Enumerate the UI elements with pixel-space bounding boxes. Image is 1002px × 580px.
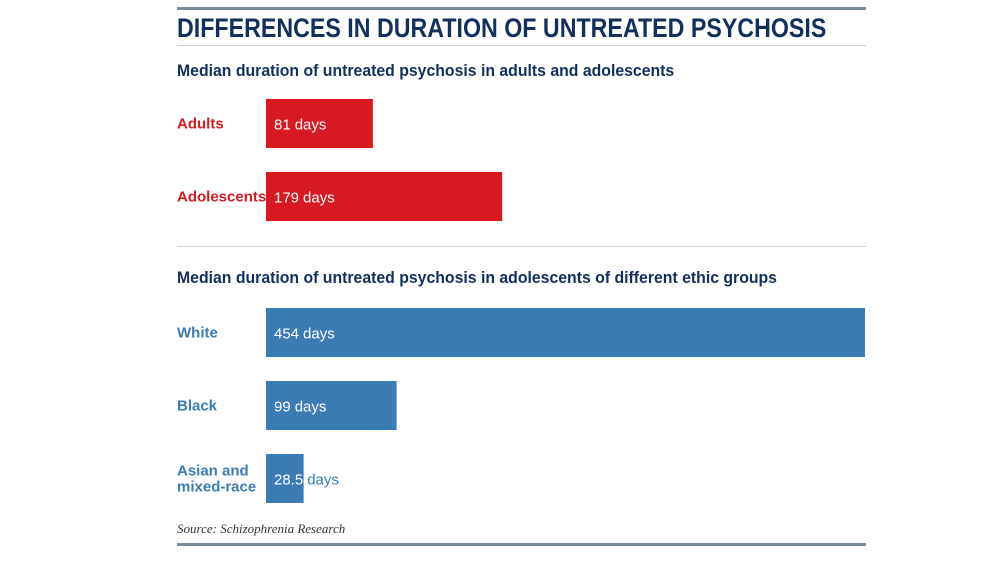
panel-divider — [177, 246, 866, 247]
category-label: Adults — [177, 116, 224, 133]
value-label: 81 — [274, 117, 291, 134]
bar-black — [266, 381, 397, 430]
value-unit-label: days — [303, 190, 335, 207]
panel-ethnic-title: Median duration of untreated psychosis i… — [177, 268, 777, 287]
bottom-rule — [177, 543, 866, 546]
bar-white — [266, 308, 865, 357]
value-label: 99 — [274, 399, 291, 416]
top-rule — [177, 7, 866, 10]
value-unit-label: days — [295, 117, 327, 134]
source-note: Source: Schizophrenia Research — [177, 521, 346, 536]
bar-adolescents — [266, 172, 503, 221]
bar-asian-and-mixed-race — [266, 454, 304, 503]
category-label: White — [177, 325, 218, 342]
category-label: Asian and mixed-race — [177, 463, 256, 496]
value-unit-label: days — [307, 472, 339, 489]
category-label: Adolescents — [177, 189, 266, 206]
bar-adults — [266, 99, 373, 148]
category-label: Black — [177, 398, 218, 415]
chart-title: DIFFERENCES IN DURATION OF UNTREATED PSY… — [177, 13, 827, 43]
value-label: 28.5 — [274, 472, 303, 489]
value-label: 454 — [274, 326, 299, 343]
panel-age-title: Median duration of untreated psychosis i… — [177, 61, 675, 80]
value-label: 179 — [274, 190, 299, 207]
value-unit-label: days — [295, 399, 327, 416]
title-divider — [177, 45, 866, 46]
value-unit-label: days — [303, 326, 335, 343]
